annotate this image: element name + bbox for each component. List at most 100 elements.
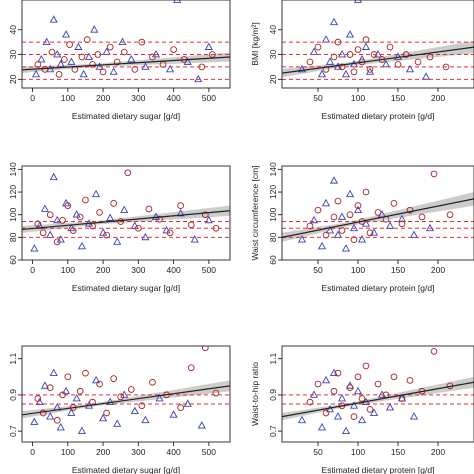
triangle-point xyxy=(425,223,435,232)
triangle-point xyxy=(79,69,88,78)
triangle-point xyxy=(77,426,86,434)
circle-point xyxy=(34,220,42,228)
triangle-point xyxy=(49,15,58,23)
triangle-point xyxy=(42,37,51,45)
circle-point xyxy=(82,196,89,204)
circle-point xyxy=(149,378,156,386)
triangle-point xyxy=(74,42,83,50)
circle-point xyxy=(138,402,146,410)
plot-frame xyxy=(281,0,474,89)
triangle-point xyxy=(190,235,199,243)
x-tick-label: 150 xyxy=(391,93,405,103)
circle-point xyxy=(39,229,47,237)
circle-point xyxy=(314,43,322,51)
circle-point xyxy=(145,205,153,213)
triangle-point xyxy=(84,52,94,60)
triangle-point xyxy=(365,67,375,75)
x-tick-label: 300 xyxy=(131,447,145,457)
plot-frame xyxy=(21,345,231,443)
circle-point xyxy=(110,375,118,382)
x-tick-label: 0 xyxy=(30,93,35,103)
circle-point xyxy=(46,211,54,219)
panel-1: 0 100 200 300 400 500 20 30 40 Estimated dietary … xyxy=(8,0,231,121)
x-tick-label: 400 xyxy=(166,447,180,457)
triangle-point xyxy=(325,226,335,234)
y-tick-label: 80 xyxy=(268,232,278,242)
triangle-point xyxy=(40,204,49,212)
circle-point xyxy=(34,395,42,402)
circle-point xyxy=(374,380,382,388)
x-axis-title: Estimated dietary sugar [g/d] xyxy=(72,111,180,121)
triangle-point xyxy=(169,410,178,418)
triangle-point xyxy=(353,386,363,395)
triangle-point xyxy=(77,241,86,250)
circle-point xyxy=(338,227,346,234)
circle-point xyxy=(322,231,330,239)
triangle-point xyxy=(72,210,81,218)
y-tick-label: 40 xyxy=(8,25,18,35)
y-tick-label: 120 xyxy=(268,185,278,199)
triangle-point xyxy=(113,419,122,427)
triangle-point xyxy=(62,386,71,395)
x-tick-label: 50 xyxy=(313,447,323,457)
y-tick-label: 1.1 xyxy=(8,353,18,365)
circle-point xyxy=(103,231,110,239)
circle-point xyxy=(110,200,118,207)
circle-point xyxy=(314,206,322,214)
triangle-point xyxy=(337,212,347,220)
y-axis-title: BMI [kg/m²] xyxy=(250,22,260,65)
circle-point xyxy=(430,348,438,355)
circle-point xyxy=(430,170,438,178)
triangle-point xyxy=(317,422,327,431)
y-axis-title: Waist-to-hip ratio xyxy=(250,362,260,426)
y-tick-label: 20 xyxy=(8,74,18,84)
circle-point xyxy=(354,46,362,53)
x-tick-label: 50 xyxy=(313,265,323,275)
x-axis-title: Estimated dietary sugar [g/d] xyxy=(72,465,180,474)
circle-point xyxy=(76,387,84,395)
triangle-point xyxy=(385,403,395,411)
triangle-point xyxy=(109,67,118,75)
circle-point xyxy=(96,209,103,216)
circle-point xyxy=(177,404,184,411)
circle-point xyxy=(46,384,54,392)
plot-area xyxy=(22,169,230,252)
triangle-point xyxy=(53,50,62,58)
triangle-point xyxy=(341,426,351,434)
triangle-point xyxy=(130,406,139,415)
circle-point xyxy=(354,202,362,209)
triangle-point xyxy=(397,393,407,402)
triangle-point xyxy=(321,375,331,384)
triangle-point xyxy=(333,412,343,420)
x-tick-label: 500 xyxy=(202,93,216,103)
y-axis-title: Waist circumference [cm] xyxy=(250,165,260,260)
y-tick-label: 0.9 xyxy=(8,389,18,401)
triangle-point xyxy=(297,64,307,73)
circle-point xyxy=(177,202,184,209)
x-tick-label: 100 xyxy=(351,93,365,103)
triangle-point xyxy=(361,42,371,50)
triangle-point xyxy=(53,215,62,224)
circle-point xyxy=(306,58,314,66)
plot-frame xyxy=(281,165,474,261)
circle-point xyxy=(350,68,358,76)
panel-6: 50 100 150 200 0.7 0.9 1.1 Estimated dietary pr… xyxy=(250,345,474,474)
triangle-point xyxy=(321,35,331,43)
x-tick-label: 200 xyxy=(96,93,110,103)
triangle-point xyxy=(329,176,339,184)
triangle-point xyxy=(67,57,76,65)
regression-line xyxy=(282,381,474,418)
x-tick-label: 100 xyxy=(61,447,75,457)
triangle-point xyxy=(353,0,363,3)
circle-point xyxy=(306,222,314,230)
plot-frame xyxy=(21,165,231,261)
plot-frame xyxy=(281,345,474,443)
plot-area xyxy=(282,0,474,80)
triangle-point xyxy=(32,69,41,78)
circle-point xyxy=(55,71,63,78)
circle-point xyxy=(106,43,114,51)
x-tick-label: 50 xyxy=(313,93,323,103)
y-tick-label: 30 xyxy=(8,50,18,60)
triangle-point xyxy=(345,189,355,198)
y-tick-label: 30 xyxy=(268,50,278,60)
